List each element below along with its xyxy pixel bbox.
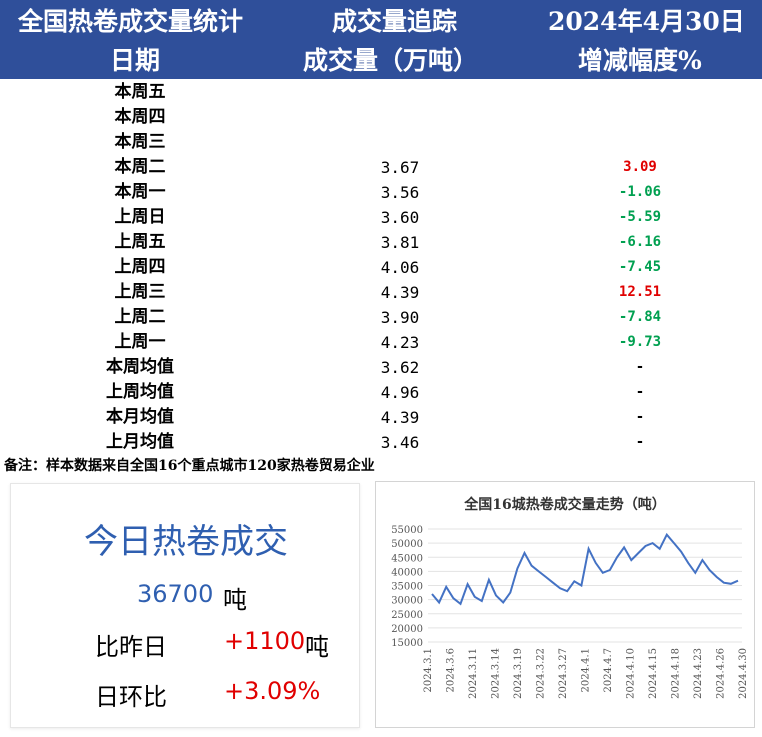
table-row: 本周五 [0, 80, 762, 105]
row-volume: 4.06 [380, 258, 420, 277]
table-row: 本周四 [0, 105, 762, 130]
x-tick-label: 2024.4.15 [648, 648, 659, 699]
x-tick-label: 2024.4.30 [738, 648, 749, 699]
table-row: 上周五 3.81 -6.16 [0, 230, 762, 255]
row-volume: 3.46 [380, 433, 420, 452]
row-change: - [635, 359, 645, 375]
table-row: 上周一 4.23 -9.73 [0, 330, 762, 355]
row-volume: 4.23 [380, 333, 420, 352]
dod-value: +3.09% [224, 677, 321, 705]
table-row: 本周二 3.67 3.09 [0, 155, 762, 180]
row-change: 3.09 [623, 159, 657, 175]
table-row: 上周日 3.60 -5.59 [0, 205, 762, 230]
table-row: 上周三 4.39 12.51 [0, 280, 762, 305]
row-volume: 3.56 [380, 183, 420, 202]
row-volume: 3.67 [380, 158, 420, 177]
row-change: -7.45 [618, 259, 662, 275]
row-volume: 3.60 [380, 208, 420, 227]
y-tick-label: 40000 [391, 567, 423, 578]
row-date: 上周均值 [106, 382, 174, 402]
row-change: -6.16 [618, 234, 662, 250]
row-date: 上月均值 [106, 432, 174, 452]
row-change: 12.51 [618, 284, 662, 300]
row-change: - [635, 409, 645, 425]
row-change: -7.84 [618, 309, 662, 325]
row-date: 上周五 [114, 232, 166, 252]
trend-chart-svg: 全国16城热卷成交量走势（吨） 15000 20000 25000 30000 3500… [391, 496, 749, 699]
row-date: 上周三 [114, 282, 166, 302]
header-date: 2024年4月30日 [548, 7, 745, 36]
today-amount: 36700 [137, 580, 214, 608]
row-date: 上周二 [114, 307, 166, 327]
today-card: 今日热卷成交 36700 吨 比昨日 +1100 吨 日环比 +3.09% [10, 483, 360, 728]
row-change: - [635, 434, 645, 450]
row-change: -1.06 [618, 184, 662, 200]
chart-title: 全国16城热卷成交量走势（吨） [463, 496, 665, 513]
row-date: 本周四 [114, 107, 166, 127]
y-tick-label: 25000 [391, 610, 423, 621]
header-title: 全国热卷成交量统计 [18, 7, 244, 36]
table-row: 本周一 3.56 -1.06 [0, 180, 762, 205]
x-tick-label: 2024.3.6 [446, 648, 457, 693]
y-tick-label: 35000 [391, 582, 423, 593]
row-date: 本月均值 [106, 407, 174, 427]
y-tick-label: 55000 [391, 525, 423, 536]
dod-label: 日环比 [95, 683, 167, 711]
vs-yesterday-label: 比昨日 [95, 633, 167, 661]
table-row: 上周四 4.06 -7.45 [0, 255, 762, 280]
row-volume: 4.96 [380, 383, 420, 402]
x-tick-label: 2024.3.11 [468, 648, 479, 699]
today-unit: 吨 [223, 586, 247, 614]
row-volume: 3.81 [380, 233, 420, 252]
table-row: 本周均值 3.62 - [0, 355, 762, 380]
x-tick-label: 2024.4.1 [581, 648, 592, 693]
row-date: 本周一 [114, 182, 166, 202]
table-row: 上月均值 3.46 - [0, 430, 762, 455]
header-col-date: 日期 [110, 46, 161, 75]
table-row: 本周三 [0, 130, 762, 155]
y-tick-label: 50000 [391, 539, 423, 550]
x-tick-label: 2024.4.10 [626, 648, 637, 699]
trend-chart: 全国16城热卷成交量走势（吨） 15000 20000 25000 30000 3500… [375, 481, 755, 728]
row-date: 上周四 [114, 257, 166, 277]
header-col-change: 增减幅度% [578, 46, 702, 75]
series-line [431, 532, 739, 606]
row-date: 本周五 [114, 82, 166, 102]
table-header: 全国热卷成交量统计 成交量追踪 2024年4月30日 日期 成交量（万吨） 增减… [0, 0, 762, 79]
row-date: 本周二 [114, 157, 166, 177]
y-tick-label: 30000 [391, 596, 423, 607]
x-tick-label: 2024.3.22 [536, 648, 547, 699]
row-volume: 3.62 [380, 358, 420, 377]
header-col-volume: 成交量（万吨） [303, 46, 479, 75]
x-tick-label: 2024.3.14 [491, 648, 502, 699]
row-date: 上周一 [114, 332, 166, 352]
row-volume: 3.90 [380, 308, 420, 327]
x-tick-label: 2024.3.19 [513, 648, 524, 699]
footnote: 备注：样本数据来自全国16个重点城市120家热卷贸易企业 [4, 458, 375, 474]
row-volume: 4.39 [380, 283, 420, 302]
table-row: 上周均值 4.96 - [0, 380, 762, 405]
x-tick-label: 2024.4.18 [671, 648, 682, 699]
row-volume: 4.39 [380, 408, 420, 427]
row-date: 本周均值 [106, 357, 174, 377]
header-volume-tracking: 成交量追踪 [332, 7, 458, 36]
row-change: - [635, 384, 645, 400]
x-tick-label: 2024.4.26 [716, 648, 727, 699]
y-tick-label: 45000 [391, 553, 423, 564]
vs-yesterday-unit: 吨 [305, 633, 329, 661]
x-tick-label: 2024.4.23 [693, 648, 704, 699]
row-date: 上周日 [114, 207, 166, 227]
table-row: 上周二 3.90 -7.84 [0, 305, 762, 330]
y-tick-label: 20000 [391, 624, 423, 635]
vs-yesterday-value: +1100 [224, 627, 306, 655]
x-tick-label: 2024.4.7 [603, 648, 614, 693]
table-row: 本月均值 4.39 - [0, 405, 762, 430]
y-tick-label: 15000 [391, 638, 423, 649]
card-title: 今日热卷成交 [84, 522, 288, 562]
x-tick-label: 2024.3.1 [423, 648, 434, 693]
row-change: -9.73 [618, 334, 662, 350]
row-change: -5.59 [618, 209, 662, 225]
x-tick-label: 2024.3.27 [558, 648, 569, 699]
row-date: 本周三 [114, 132, 166, 152]
